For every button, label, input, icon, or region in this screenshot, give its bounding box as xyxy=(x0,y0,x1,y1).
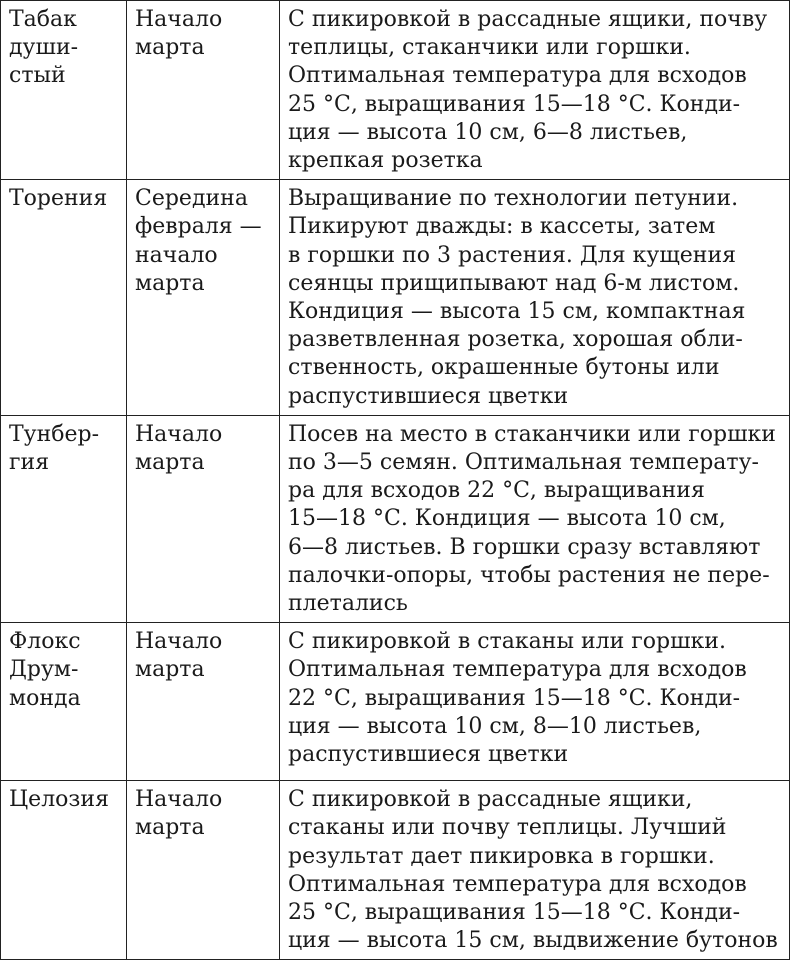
plant-name-cell-text: Торения xyxy=(9,186,108,212)
sowing-time-cell: Начало марта xyxy=(126,0,280,181)
table-row: Тунбер- гия Начало марта Посев на место в … xyxy=(0,414,790,624)
sowing-time-cell-text: Начало марта xyxy=(135,787,223,841)
sowing-time-cell-text: Середина февраля — начало марта xyxy=(135,186,262,296)
sowing-time-cell: Начало марта xyxy=(126,780,280,960)
sowing-time-cell: Начало марта xyxy=(126,414,280,624)
plant-name-cell: Флокс Друм- монда xyxy=(0,622,127,782)
plant-name-cell-text: Табак души- стый xyxy=(9,7,79,89)
sowing-time-cell: Начало марта xyxy=(126,622,280,782)
table-row: Флокс Друм- монда Начало марта С пикировко… xyxy=(0,622,790,782)
plant-name-cell-text: Флокс Друм- монда xyxy=(9,629,81,711)
sowing-time-cell-text: Начало марта xyxy=(135,629,223,683)
cultivation-notes-cell-text: Выращивание по технологии петунии. Пикир… xyxy=(288,186,746,409)
table-row: Торения Середина февраля — начало марта Вы… xyxy=(0,179,790,416)
plant-name-cell: Тунбер- гия xyxy=(0,414,127,624)
cultivation-notes-cell-text: С пикировкой в рассадные ящики, почву те… xyxy=(288,7,768,174)
cultivation-notes-cell: Посев на место в стаканчики или горшки п… xyxy=(279,414,790,624)
cultivation-notes-cell: С пикировкой в рассадные ящики, почву те… xyxy=(279,0,790,181)
plant-name-cell-text: Целозия xyxy=(9,787,109,813)
cultivation-notes-cell-text: Посев на место в стаканчики или горшки п… xyxy=(288,421,776,617)
table-row: Целозия Начало марта С пикировкой в рассад… xyxy=(0,780,790,960)
cultivation-notes-cell: С пикировкой в рассадные ящики, стаканы … xyxy=(279,780,790,960)
sowing-time-cell-text: Начало марта xyxy=(135,421,223,476)
table-row: Табак души- стый Начало марта С пикировкой… xyxy=(0,0,790,181)
sowing-time-cell: Середина февраля — начало марта xyxy=(126,179,280,416)
cultivation-notes-cell-text: С пикировкой в стаканы или горшки. Оптим… xyxy=(288,629,747,768)
cultivation-notes-cell: Выращивание по технологии петунии. Пикир… xyxy=(279,179,790,416)
sowing-time-cell-text: Начало марта xyxy=(135,7,223,61)
cultivation-notes-cell-text: С пикировкой в рассадные ящики, стаканы … xyxy=(288,787,778,954)
plant-name-cell: Торения xyxy=(0,179,127,416)
plant-name-cell: Табак души- стый xyxy=(0,0,127,181)
cultivation-notes-cell: С пикировкой в стаканы или горшки. Оптим… xyxy=(279,622,790,782)
plant-name-cell: Целозия xyxy=(0,780,127,960)
plant-name-cell-text: Тунбер- гия xyxy=(9,421,100,476)
